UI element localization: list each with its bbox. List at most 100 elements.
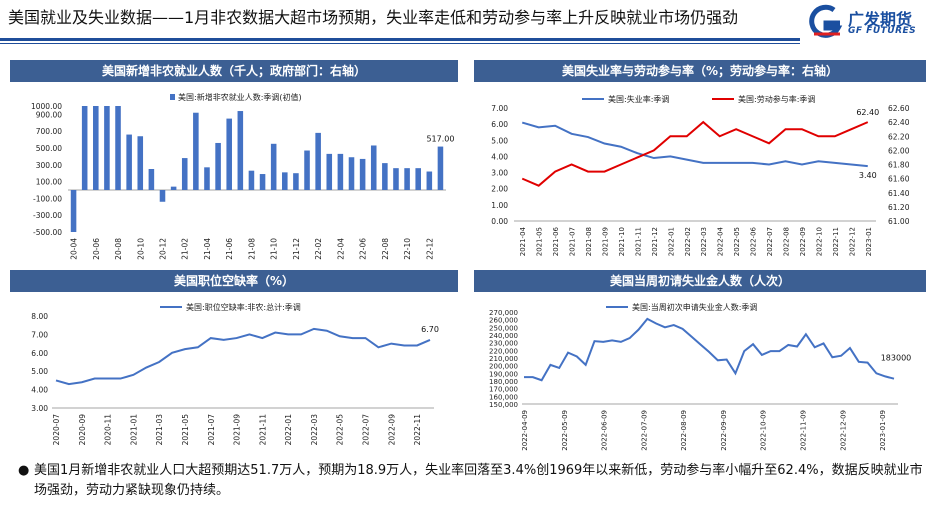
bar <box>337 153 344 190</box>
y-tick-label: 1000.00 <box>31 102 62 111</box>
x-tick-label: 2020-10 <box>136 238 145 260</box>
x-tick-label: 2020-04 <box>70 238 79 260</box>
legend-label: 美国:职位空缺率:非农:总计:季调 <box>186 302 301 312</box>
y-tick-label: 250,000 <box>489 324 518 332</box>
x-tick-label: 2022-10-09 <box>760 410 768 451</box>
x-tick-label: 2021-09 <box>602 227 610 256</box>
x-tick-label: 2021-02 <box>181 238 190 260</box>
bar <box>315 132 321 190</box>
y-tick-label: 210,000 <box>489 355 518 363</box>
y-tick-label: 190,000 <box>489 370 518 378</box>
x-tick-label: 2022-11 <box>413 414 422 446</box>
y-tick-label-left: 6.00 <box>491 120 508 129</box>
bar <box>415 168 421 190</box>
bar <box>193 112 199 190</box>
summary-bullet: ● 美国1月新增非农就业人口大超预期达51.7万人，预期为18.9万人，失业率回… <box>18 461 928 501</box>
x-tick-label: 2022-12 <box>848 227 856 256</box>
bar <box>104 106 110 190</box>
data-label: 6.70 <box>421 325 439 334</box>
x-tick-label: 2022-11 <box>832 227 840 256</box>
y-tick-label: 300.00 <box>36 161 62 170</box>
y-tick-label: 6.00 <box>31 349 48 358</box>
bar <box>93 106 99 190</box>
data-label: 62.40 <box>856 108 879 117</box>
y-tick-label-right: 61.00 <box>888 217 910 226</box>
chart4-title: 美国当周初请失业金人数（人次） <box>474 270 926 292</box>
chart3-title: 美国职位空缺率（%） <box>10 270 458 292</box>
series-line-participation <box>521 120 869 187</box>
x-tick-label: 2022-05-09 <box>561 410 569 451</box>
bar <box>126 134 132 190</box>
x-tick-label: 2021-10 <box>270 238 279 260</box>
y-tick-label-left: 0.00 <box>491 217 508 226</box>
x-tick-label: 2021-12 <box>651 227 659 256</box>
y-tick-label-left: 1.00 <box>491 201 508 210</box>
x-tick-label: 2022-09 <box>799 227 807 256</box>
bar <box>426 171 433 190</box>
x-tick-label: 2021-03 <box>155 414 164 446</box>
x-tick-label: 2021-05 <box>181 414 190 446</box>
x-tick-label: 2020-12 <box>159 238 168 260</box>
bar <box>370 145 377 190</box>
y-tick-label-right: 61.80 <box>888 161 910 170</box>
x-tick-label: 2022-07-09 <box>640 410 648 451</box>
y-tick-label-left: 3.00 <box>491 169 508 178</box>
y-tick-label-right: 62.40 <box>888 118 910 127</box>
x-tick-label: 2021-11 <box>258 414 267 446</box>
data-label: 183000 <box>881 354 912 363</box>
chart-unemployment-participation: 7.00 6.00 5.00 4.00 3.00 2.00 1.00 0.00 62.60 62.… <box>491 94 910 256</box>
chart-initial-claims: 270,000260,000250,000240,000230,000220,0… <box>489 302 912 451</box>
x-tick-label: 2022-03 <box>310 414 319 446</box>
header-rule-thin <box>0 43 800 44</box>
x-tick-label: 2022-08 <box>783 227 791 256</box>
bar <box>148 169 155 190</box>
x-tick-label: 2021-06 <box>225 238 234 260</box>
x-tick-label: 2021-07 <box>207 414 216 446</box>
bar <box>204 167 210 190</box>
legend-label: 美国:失业率:季调 <box>608 94 669 104</box>
y-tick-label: 200,000 <box>489 363 518 371</box>
x-tick-label: 2020-08 <box>114 238 123 260</box>
x-tick-label: 2022-02 <box>684 227 692 256</box>
y-tick-label: 170,000 <box>489 386 518 394</box>
x-tick-label: 2022-03 <box>700 227 708 256</box>
y-tick-label: 230,000 <box>489 340 518 348</box>
x-tick-label: 2021-08 <box>585 227 593 256</box>
y-tick-label: 5.00 <box>31 367 48 376</box>
y-tick-label: 4.00 <box>31 386 48 395</box>
x-tick-label: 2022-04 <box>336 238 345 260</box>
bar <box>159 190 166 202</box>
chart-job-openings: 8.00 7.00 6.00 5.00 4.00 3.00 6.70 2020-07 2020-… <box>31 302 439 446</box>
y-tick-label-right: 61.40 <box>888 189 910 198</box>
x-tick-label: 2022-09 <box>387 414 396 446</box>
x-tick-label: 2022-08-09 <box>680 410 688 451</box>
x-tick-label: 2022-11-09 <box>799 410 807 451</box>
x-tick-label: 2021-08 <box>247 238 256 260</box>
legend-swatch <box>170 94 175 100</box>
x-tick-label: 2021-06 <box>552 226 560 256</box>
x-tick-label: 2020-09 <box>78 414 87 446</box>
bar <box>359 158 366 190</box>
y-tick-label: 160,000 <box>489 393 518 401</box>
bar <box>215 142 221 190</box>
legend-label: 美国:劳动参与率:季调 <box>738 94 815 104</box>
x-tick-label: 2022-10 <box>815 227 823 256</box>
y-tick-label: 260,000 <box>489 317 518 325</box>
x-tick-label: 2021-04 <box>203 238 212 260</box>
bar <box>81 106 88 190</box>
x-tick-label: 2021-04 <box>519 226 527 256</box>
bar <box>237 111 244 190</box>
x-tick-label: 2022-10 <box>403 238 412 260</box>
x-tick-label: 2022-01 <box>667 227 675 256</box>
y-tick-label: 180,000 <box>489 378 518 386</box>
series-line-initial-claims <box>524 317 895 382</box>
bar <box>248 170 255 190</box>
summary-text: 美国1月新增非农就业人口大超预期达51.7万人，预期为18.9万人，失业率回落至… <box>34 463 923 498</box>
y-tick-label: -500.00 <box>33 228 62 237</box>
series-line-job-openings <box>55 327 431 386</box>
x-tick-label: 2022-07 <box>362 414 371 446</box>
bar <box>293 173 299 190</box>
x-tick-label: 2022-07 <box>766 227 774 256</box>
x-tick-label: 2022-09-09 <box>720 410 728 451</box>
x-tick-label: 2021-12 <box>292 238 301 260</box>
